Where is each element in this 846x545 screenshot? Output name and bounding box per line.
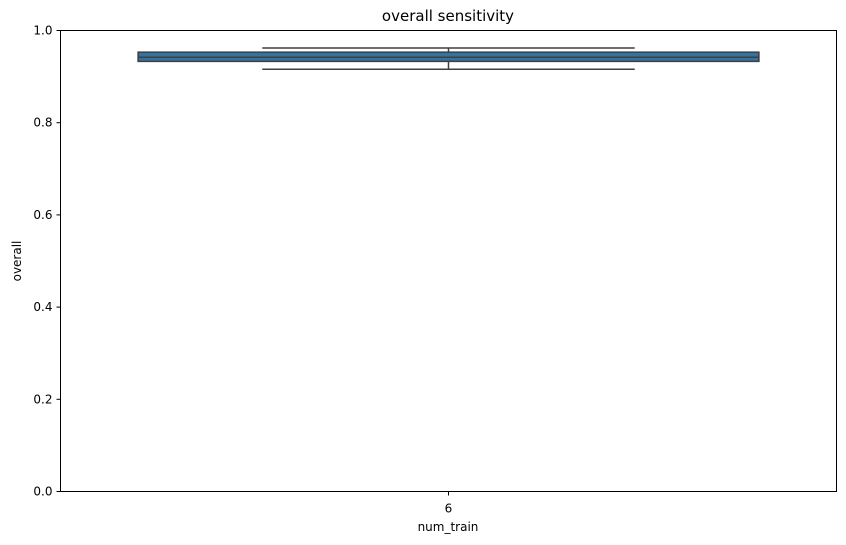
y-tick-label: 1.0 xyxy=(33,24,52,38)
plot-area xyxy=(60,30,837,492)
x-axis-label: num_train xyxy=(418,520,479,534)
y-tick-label: 0.2 xyxy=(33,392,52,406)
y-axis: 0.0 0.2 0.4 0.6 0.8 1.0 xyxy=(33,24,61,499)
y-tick-label: 0.4 xyxy=(33,300,52,314)
x-tick-label: 6 xyxy=(445,502,453,516)
box-plot-series xyxy=(137,47,760,70)
y-tick-label: 0.8 xyxy=(33,116,52,130)
x-axis: 6 xyxy=(445,491,453,516)
y-tick-label: 0.0 xyxy=(33,485,52,499)
y-tick-label: 0.6 xyxy=(33,208,52,222)
y-axis-label: overall xyxy=(10,241,24,282)
plot-frame xyxy=(60,30,837,492)
chart-title: overall sensitivity xyxy=(382,7,514,25)
